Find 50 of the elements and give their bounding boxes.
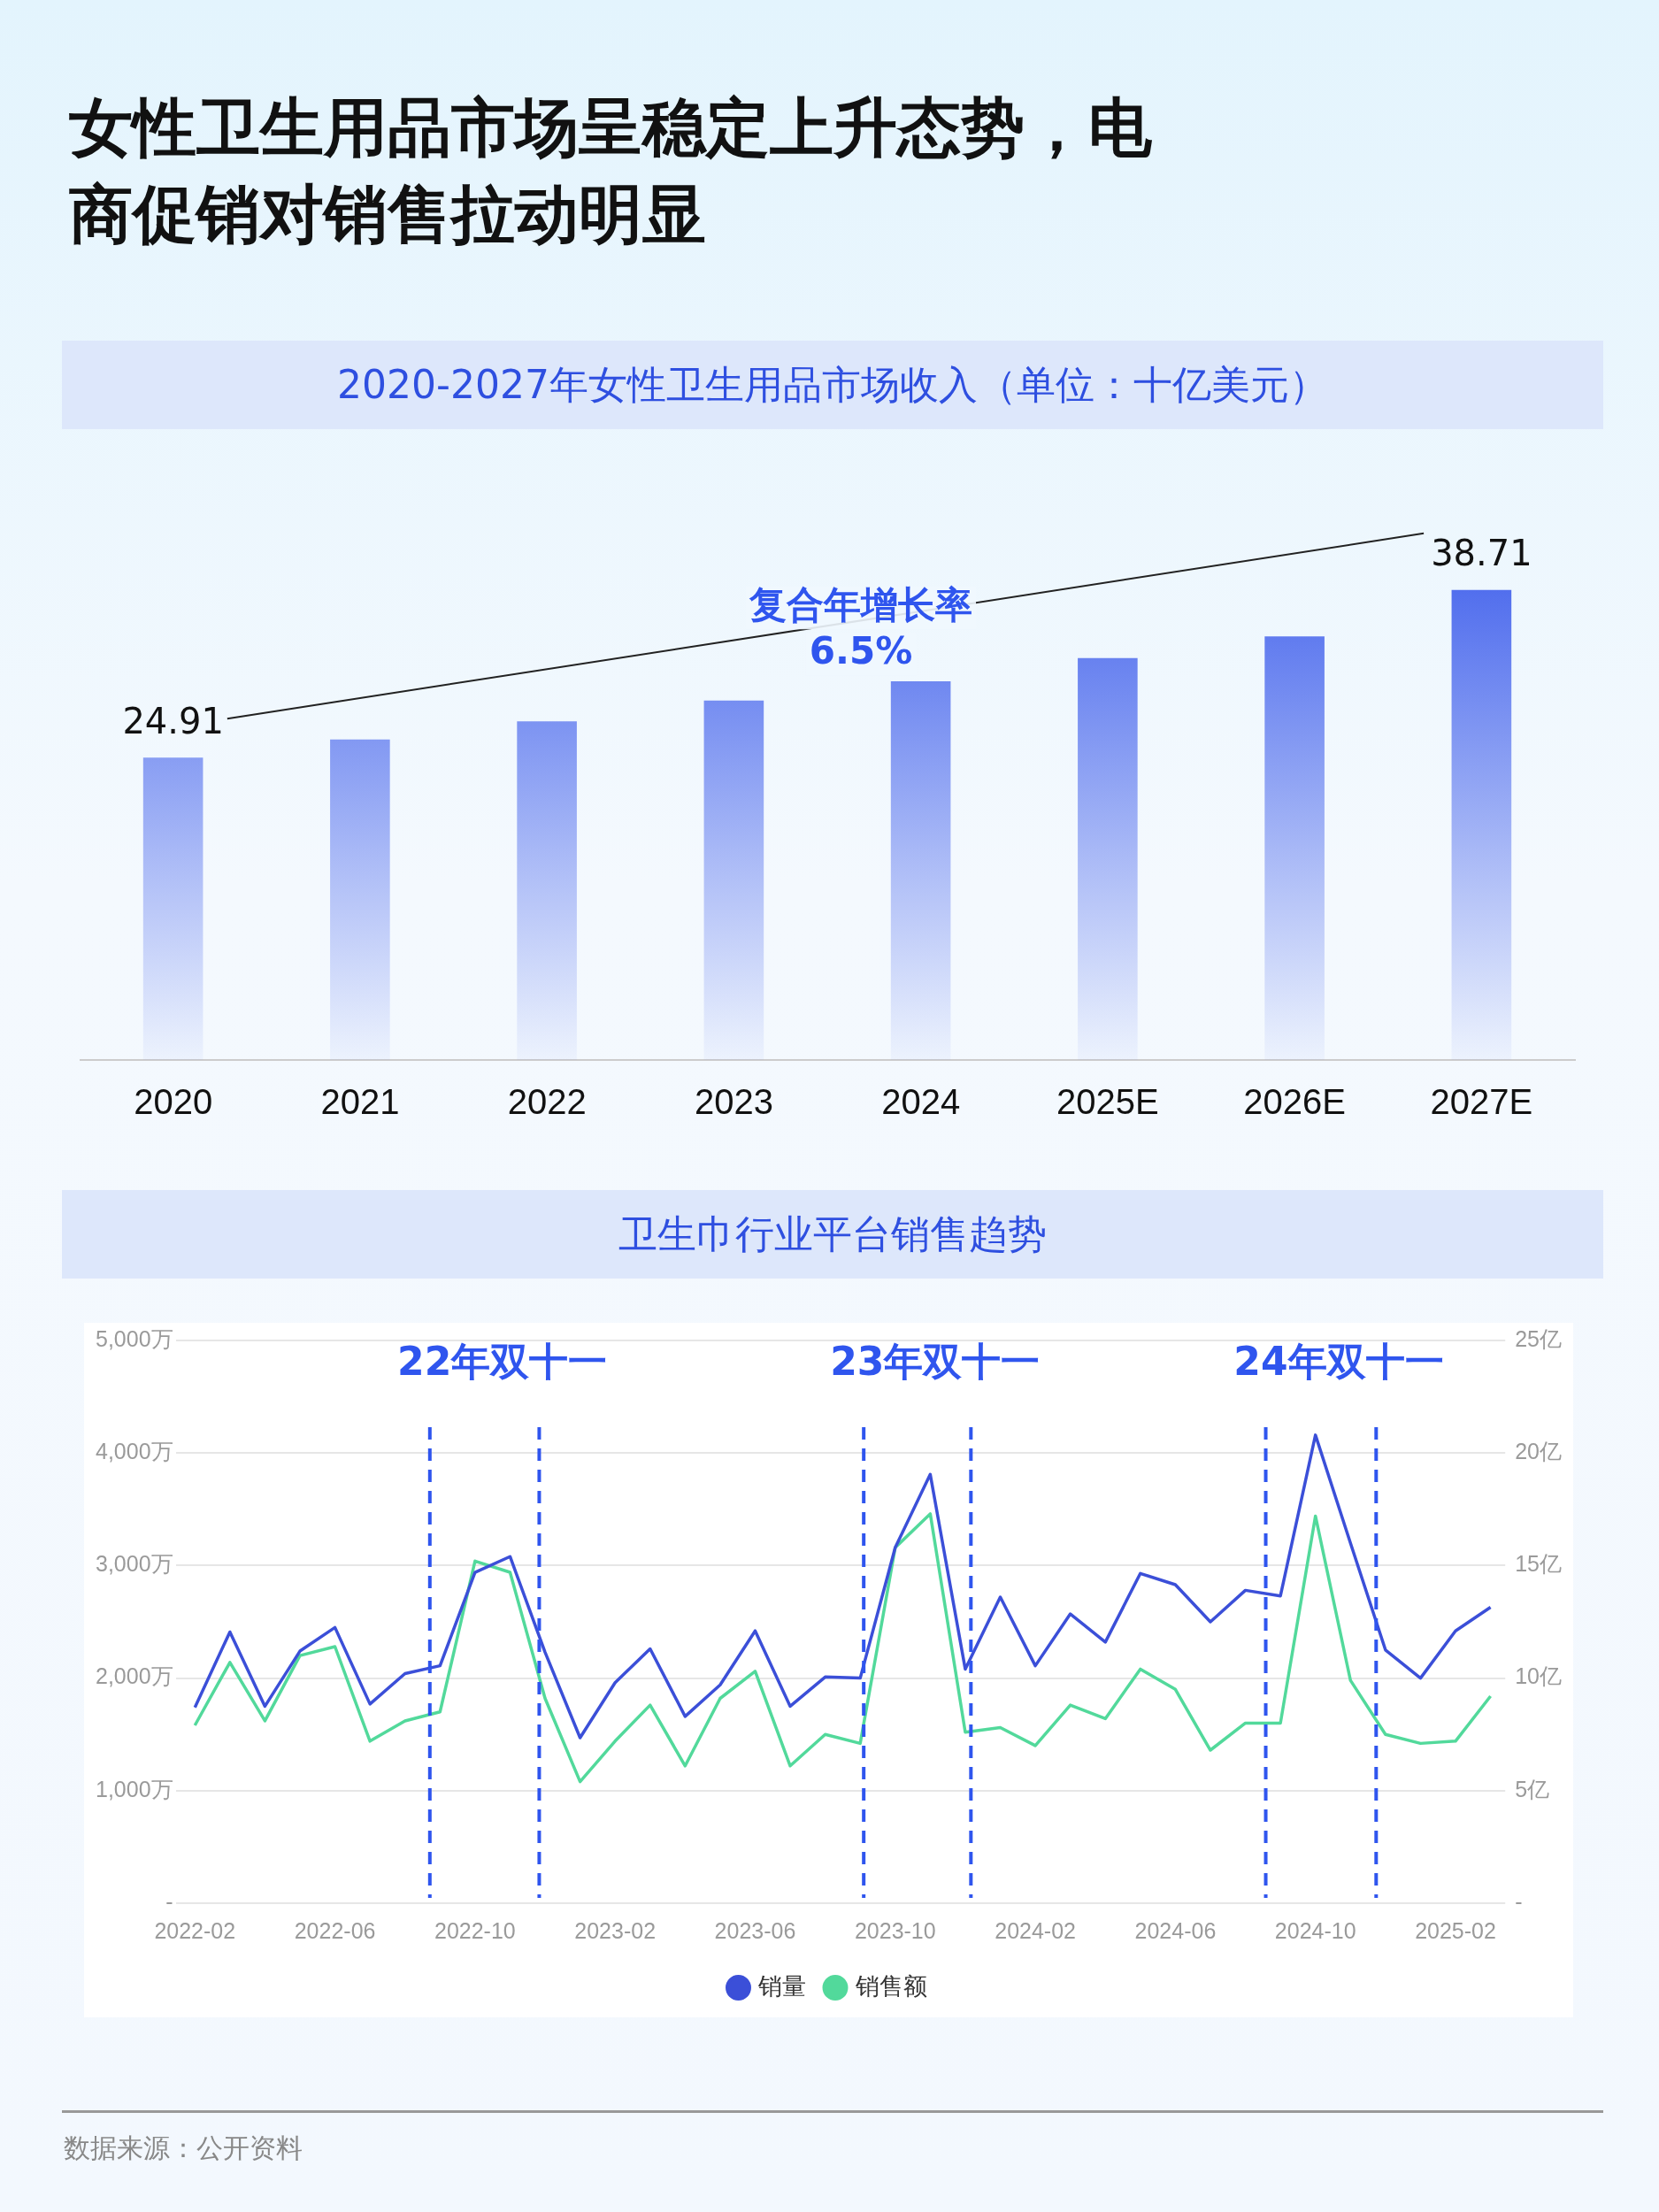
x-tick-label: 2024-06	[1134, 1917, 1217, 1943]
x-tick-label: 2023-02	[574, 1917, 657, 1943]
y2-tick-label: 15亿	[1515, 1551, 1562, 1577]
bar	[703, 700, 764, 1060]
x-tick-label: 2021	[320, 1082, 400, 1122]
annotation: 24年双十一	[1233, 1339, 1444, 1385]
chart-title: 女性卫生用品市场呈稳定上升态势，电商促销对销售拉动明显	[69, 89, 1153, 253]
bar	[142, 757, 204, 1060]
bar	[1451, 589, 1512, 1060]
y-tick-label: -	[165, 1888, 173, 1914]
x-tick-label: 2022-06	[294, 1917, 376, 1943]
source-note: 数据来源：公开资料	[64, 2131, 303, 2165]
x-tick-label: 2022-02	[154, 1917, 236, 1943]
bar	[330, 739, 390, 1060]
y-tick-label: 5,000万	[96, 1325, 173, 1351]
x-tick-label: 2023	[694, 1082, 773, 1122]
y2-tick-label: 25亿	[1515, 1325, 1562, 1351]
annotation: 22年双十一	[397, 1339, 608, 1385]
data-label: 38.71	[1431, 533, 1532, 574]
y-tick-label: 4,000万	[96, 1439, 173, 1464]
x-tick-label: 2020	[134, 1082, 213, 1122]
annotation: 复合年增长率 6.5%	[749, 583, 972, 673]
chart-subtitle: 2020-2027年女性卫生用品市场收入（单位：十亿美元）	[62, 341, 1603, 429]
x-tick-label: 2025E	[1056, 1082, 1159, 1122]
x-tick-label: 2022	[507, 1082, 587, 1122]
y2-tick-label: 5亿	[1515, 1776, 1550, 1801]
bar	[1078, 657, 1138, 1060]
legend-label: 销量	[757, 1972, 806, 2000]
x-tick-label: 2022-10	[434, 1917, 516, 1943]
chart-title: 卫生巾行业平台销售趋势	[62, 1190, 1603, 1279]
bar	[517, 721, 577, 1060]
x-tick-label: 2024-10	[1274, 1917, 1356, 1943]
y-tick-label: 3,000万	[96, 1551, 173, 1577]
x-tick-label: 2024-02	[995, 1917, 1076, 1943]
y2-tick-label: -	[1515, 1888, 1523, 1914]
x-tick-label: 2023-06	[714, 1917, 796, 1943]
y-tick-label: 1,000万	[96, 1776, 173, 1801]
data-label: 24.91	[122, 700, 224, 741]
x-tick-label: 2023-10	[854, 1917, 936, 1943]
y2-tick-label: 20亿	[1515, 1439, 1562, 1464]
x-tick-label: 2024	[881, 1082, 961, 1122]
x-tick-label: 2025-02	[1415, 1917, 1496, 1943]
x-tick-label: 2027E	[1430, 1082, 1533, 1122]
y2-tick-label: 10亿	[1515, 1663, 1562, 1689]
bar	[1264, 636, 1325, 1060]
bar	[890, 680, 951, 1060]
annotation: 23年双十一	[830, 1339, 1041, 1385]
x-tick-label: 2026E	[1243, 1082, 1346, 1122]
y-tick-label: 2,000万	[96, 1663, 173, 1689]
legend-label: 销售额	[854, 1972, 927, 2000]
